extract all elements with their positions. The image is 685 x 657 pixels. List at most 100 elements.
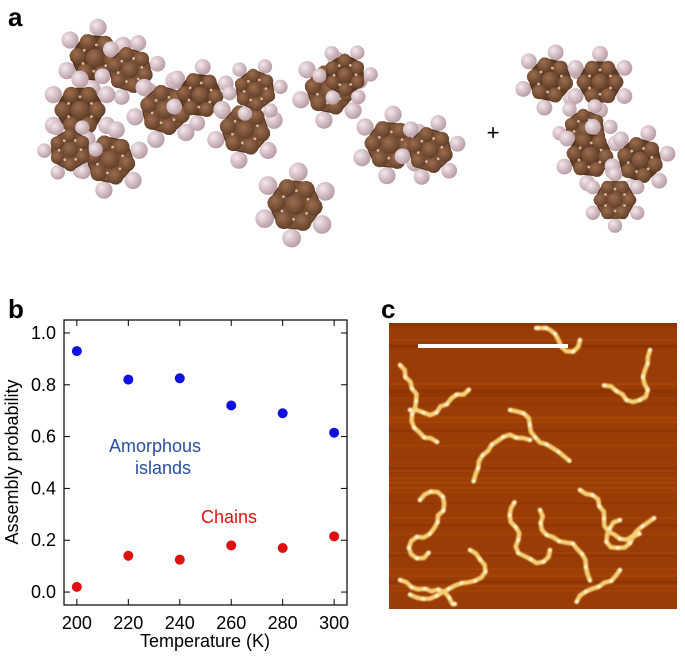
carbon-atom bbox=[62, 142, 78, 158]
scan-line bbox=[389, 552, 677, 554]
carbon-atom bbox=[547, 87, 563, 103]
highlight bbox=[150, 111, 154, 115]
highlight bbox=[256, 124, 259, 128]
chain-bright-spot bbox=[514, 435, 519, 440]
carbon-atom bbox=[591, 134, 607, 150]
highlight bbox=[349, 82, 353, 86]
x-axis-label: Temperature (K) bbox=[140, 631, 270, 651]
x-tick-label: 260 bbox=[216, 613, 246, 633]
chain-bright-spot bbox=[528, 557, 533, 562]
highlight bbox=[79, 148, 83, 152]
molecular-chain bbox=[604, 517, 642, 551]
chain-bright-spot bbox=[640, 524, 645, 529]
scan-line bbox=[389, 574, 677, 577]
hydrogen-atom bbox=[124, 171, 142, 189]
scan-line bbox=[389, 394, 677, 397]
highlight bbox=[400, 138, 404, 141]
highlight bbox=[280, 209, 284, 213]
chain-bright-spot bbox=[556, 449, 561, 454]
hydrogen-atom bbox=[344, 101, 362, 119]
carbon-atom bbox=[576, 74, 592, 90]
molecular-models-illustration: + bbox=[37, 18, 676, 248]
hydrogen-atom bbox=[629, 180, 645, 195]
highlight bbox=[94, 43, 98, 47]
chain-bright-spot bbox=[607, 526, 612, 531]
panel-a-label: a bbox=[8, 2, 23, 32]
carbon-atom bbox=[208, 89, 224, 105]
highlight bbox=[557, 86, 561, 90]
carbon-atom bbox=[118, 155, 136, 172]
molecular-chain bbox=[507, 500, 553, 566]
chain-bright-spot bbox=[624, 397, 629, 402]
chain-bright-spot bbox=[507, 513, 512, 518]
hydrogen-atom bbox=[315, 111, 333, 129]
carbon-atom bbox=[267, 194, 286, 212]
x-tick-label: 300 bbox=[319, 613, 349, 633]
scan-line bbox=[389, 429, 677, 432]
y-tick-label: 0.6 bbox=[31, 427, 56, 447]
chain-bright-spot bbox=[434, 593, 439, 598]
hydrogen-atom bbox=[94, 68, 111, 85]
chain-bright-spot bbox=[534, 326, 539, 330]
carbon-atom bbox=[62, 128, 77, 143]
highlight bbox=[260, 97, 264, 101]
highlight bbox=[240, 141, 244, 145]
carbon-atom bbox=[249, 97, 264, 112]
chain-bright-spot bbox=[543, 326, 548, 330]
highlight bbox=[332, 73, 336, 77]
carbon-atom bbox=[591, 73, 609, 91]
carbon-atom bbox=[437, 147, 453, 163]
carbon-atom bbox=[374, 121, 392, 138]
chain-bright-spot bbox=[421, 596, 426, 601]
chain-bright-spot bbox=[602, 383, 607, 388]
carbon-atom bbox=[338, 82, 353, 97]
carbon-atom bbox=[350, 60, 365, 75]
hydrogen-atom bbox=[430, 115, 447, 132]
carbon-atom bbox=[380, 135, 400, 155]
hydrogen-atom bbox=[612, 131, 629, 148]
highlight bbox=[425, 160, 428, 163]
scan-line bbox=[389, 461, 677, 463]
carbon-atom bbox=[285, 195, 305, 215]
hydrogen-atom bbox=[312, 68, 327, 83]
chain-bright-spot bbox=[571, 349, 576, 354]
chain-bright-spot bbox=[428, 489, 433, 494]
chain-bright-spot bbox=[421, 410, 426, 415]
hydrogen-atom bbox=[89, 18, 107, 37]
highlight bbox=[598, 160, 602, 164]
carbon-atom bbox=[137, 67, 153, 83]
highlight bbox=[613, 187, 617, 191]
hydrogen-atom bbox=[567, 88, 584, 104]
carbon-atom bbox=[558, 75, 574, 91]
chain-bright-spot bbox=[618, 568, 622, 572]
carbon-atom bbox=[100, 150, 120, 170]
carbon-atom bbox=[617, 147, 633, 163]
highlight bbox=[337, 64, 341, 68]
highlight bbox=[354, 73, 358, 77]
highlight bbox=[73, 138, 77, 142]
hydrogen-atom bbox=[324, 45, 339, 61]
highlight bbox=[387, 156, 391, 160]
highlight bbox=[630, 149, 634, 153]
highlight bbox=[67, 115, 70, 118]
highlight bbox=[233, 119, 237, 123]
carbon-atom bbox=[144, 113, 161, 130]
chain-bright-spot bbox=[602, 516, 607, 521]
carbon-atom bbox=[191, 86, 209, 104]
hydrogen-atom bbox=[149, 55, 166, 72]
hydrogen-atom bbox=[562, 102, 577, 117]
hydrogen-atom bbox=[75, 120, 90, 135]
highlight bbox=[440, 145, 444, 149]
highlight bbox=[416, 151, 420, 155]
data-points bbox=[71, 346, 340, 592]
carbon-atom bbox=[107, 57, 123, 73]
carbon-atom bbox=[601, 180, 615, 195]
chain-bright-spot bbox=[480, 453, 485, 458]
hydrogen-atom bbox=[640, 125, 657, 142]
carbon-atom bbox=[75, 150, 90, 164]
carbon-atom bbox=[160, 118, 177, 136]
hydrogen-atom bbox=[147, 130, 165, 148]
chain-bright-spot bbox=[538, 521, 543, 526]
chain-bright-spot bbox=[489, 442, 494, 447]
chain-bright-spot bbox=[544, 442, 549, 447]
